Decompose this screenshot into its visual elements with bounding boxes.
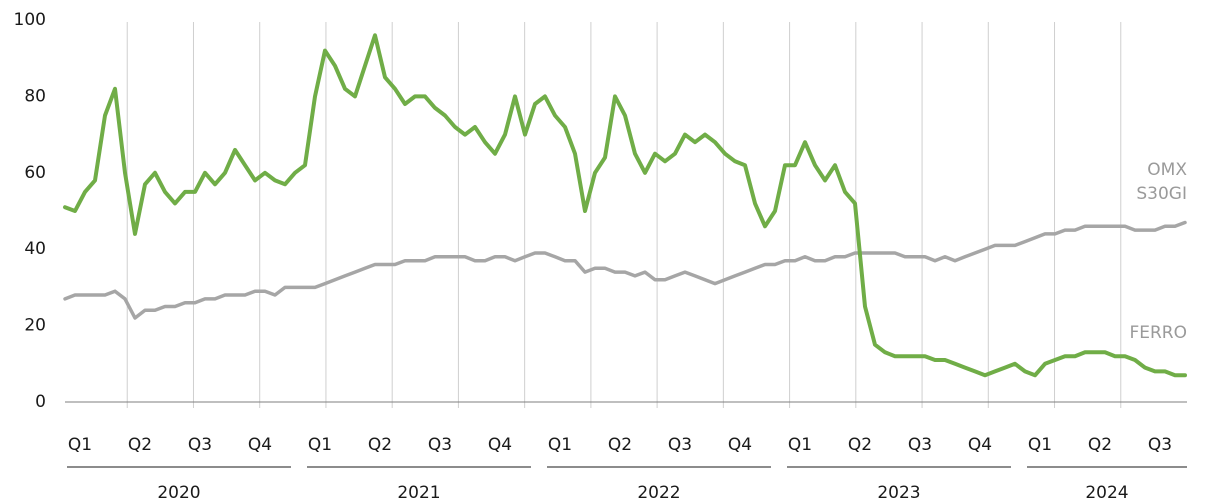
y-tick-label: 80 — [24, 86, 46, 106]
year-label: 2020 — [157, 483, 200, 502]
year-label: 2024 — [1085, 483, 1128, 502]
series-label: OMX S30GI — [1136, 160, 1187, 204]
x-tick-label: Q1 — [548, 435, 572, 455]
x-tick-label: Q4 — [248, 435, 272, 455]
year-label: 2022 — [637, 483, 680, 502]
x-tick-label: Q4 — [488, 435, 512, 455]
x-tick-label: Q2 — [848, 435, 872, 455]
series-label: FERRO — [1129, 323, 1187, 343]
x-tick-label: Q1 — [68, 435, 92, 455]
series-line — [63, 33, 1187, 378]
x-tick-label: Q2 — [368, 435, 392, 455]
y-tick-label: 20 — [24, 316, 46, 336]
year-label: 2023 — [877, 483, 920, 502]
y-tick-label: 40 — [24, 239, 46, 259]
x-tick-label: Q1 — [788, 435, 812, 455]
y-tick-label: 60 — [24, 163, 46, 183]
x-tick-label: Q3 — [1148, 435, 1172, 455]
y-tick-label: 100 — [14, 10, 46, 30]
series-line — [63, 220, 1187, 320]
y-tick-label: 0 — [35, 392, 46, 412]
x-tick-label: Q4 — [728, 435, 752, 455]
x-tick-label: Q3 — [428, 435, 452, 455]
year-label: 2021 — [397, 483, 440, 502]
x-tick-label: Q2 — [128, 435, 152, 455]
x-tick-label: Q2 — [1088, 435, 1112, 455]
x-tick-label: Q2 — [608, 435, 632, 455]
x-tick-label: Q3 — [668, 435, 692, 455]
x-tick-label: Q4 — [968, 435, 992, 455]
x-tick-label: Q3 — [188, 435, 212, 455]
x-tick-label: Q1 — [1028, 435, 1052, 455]
x-tick-label: Q3 — [908, 435, 932, 455]
x-tick-label: Q1 — [308, 435, 332, 455]
